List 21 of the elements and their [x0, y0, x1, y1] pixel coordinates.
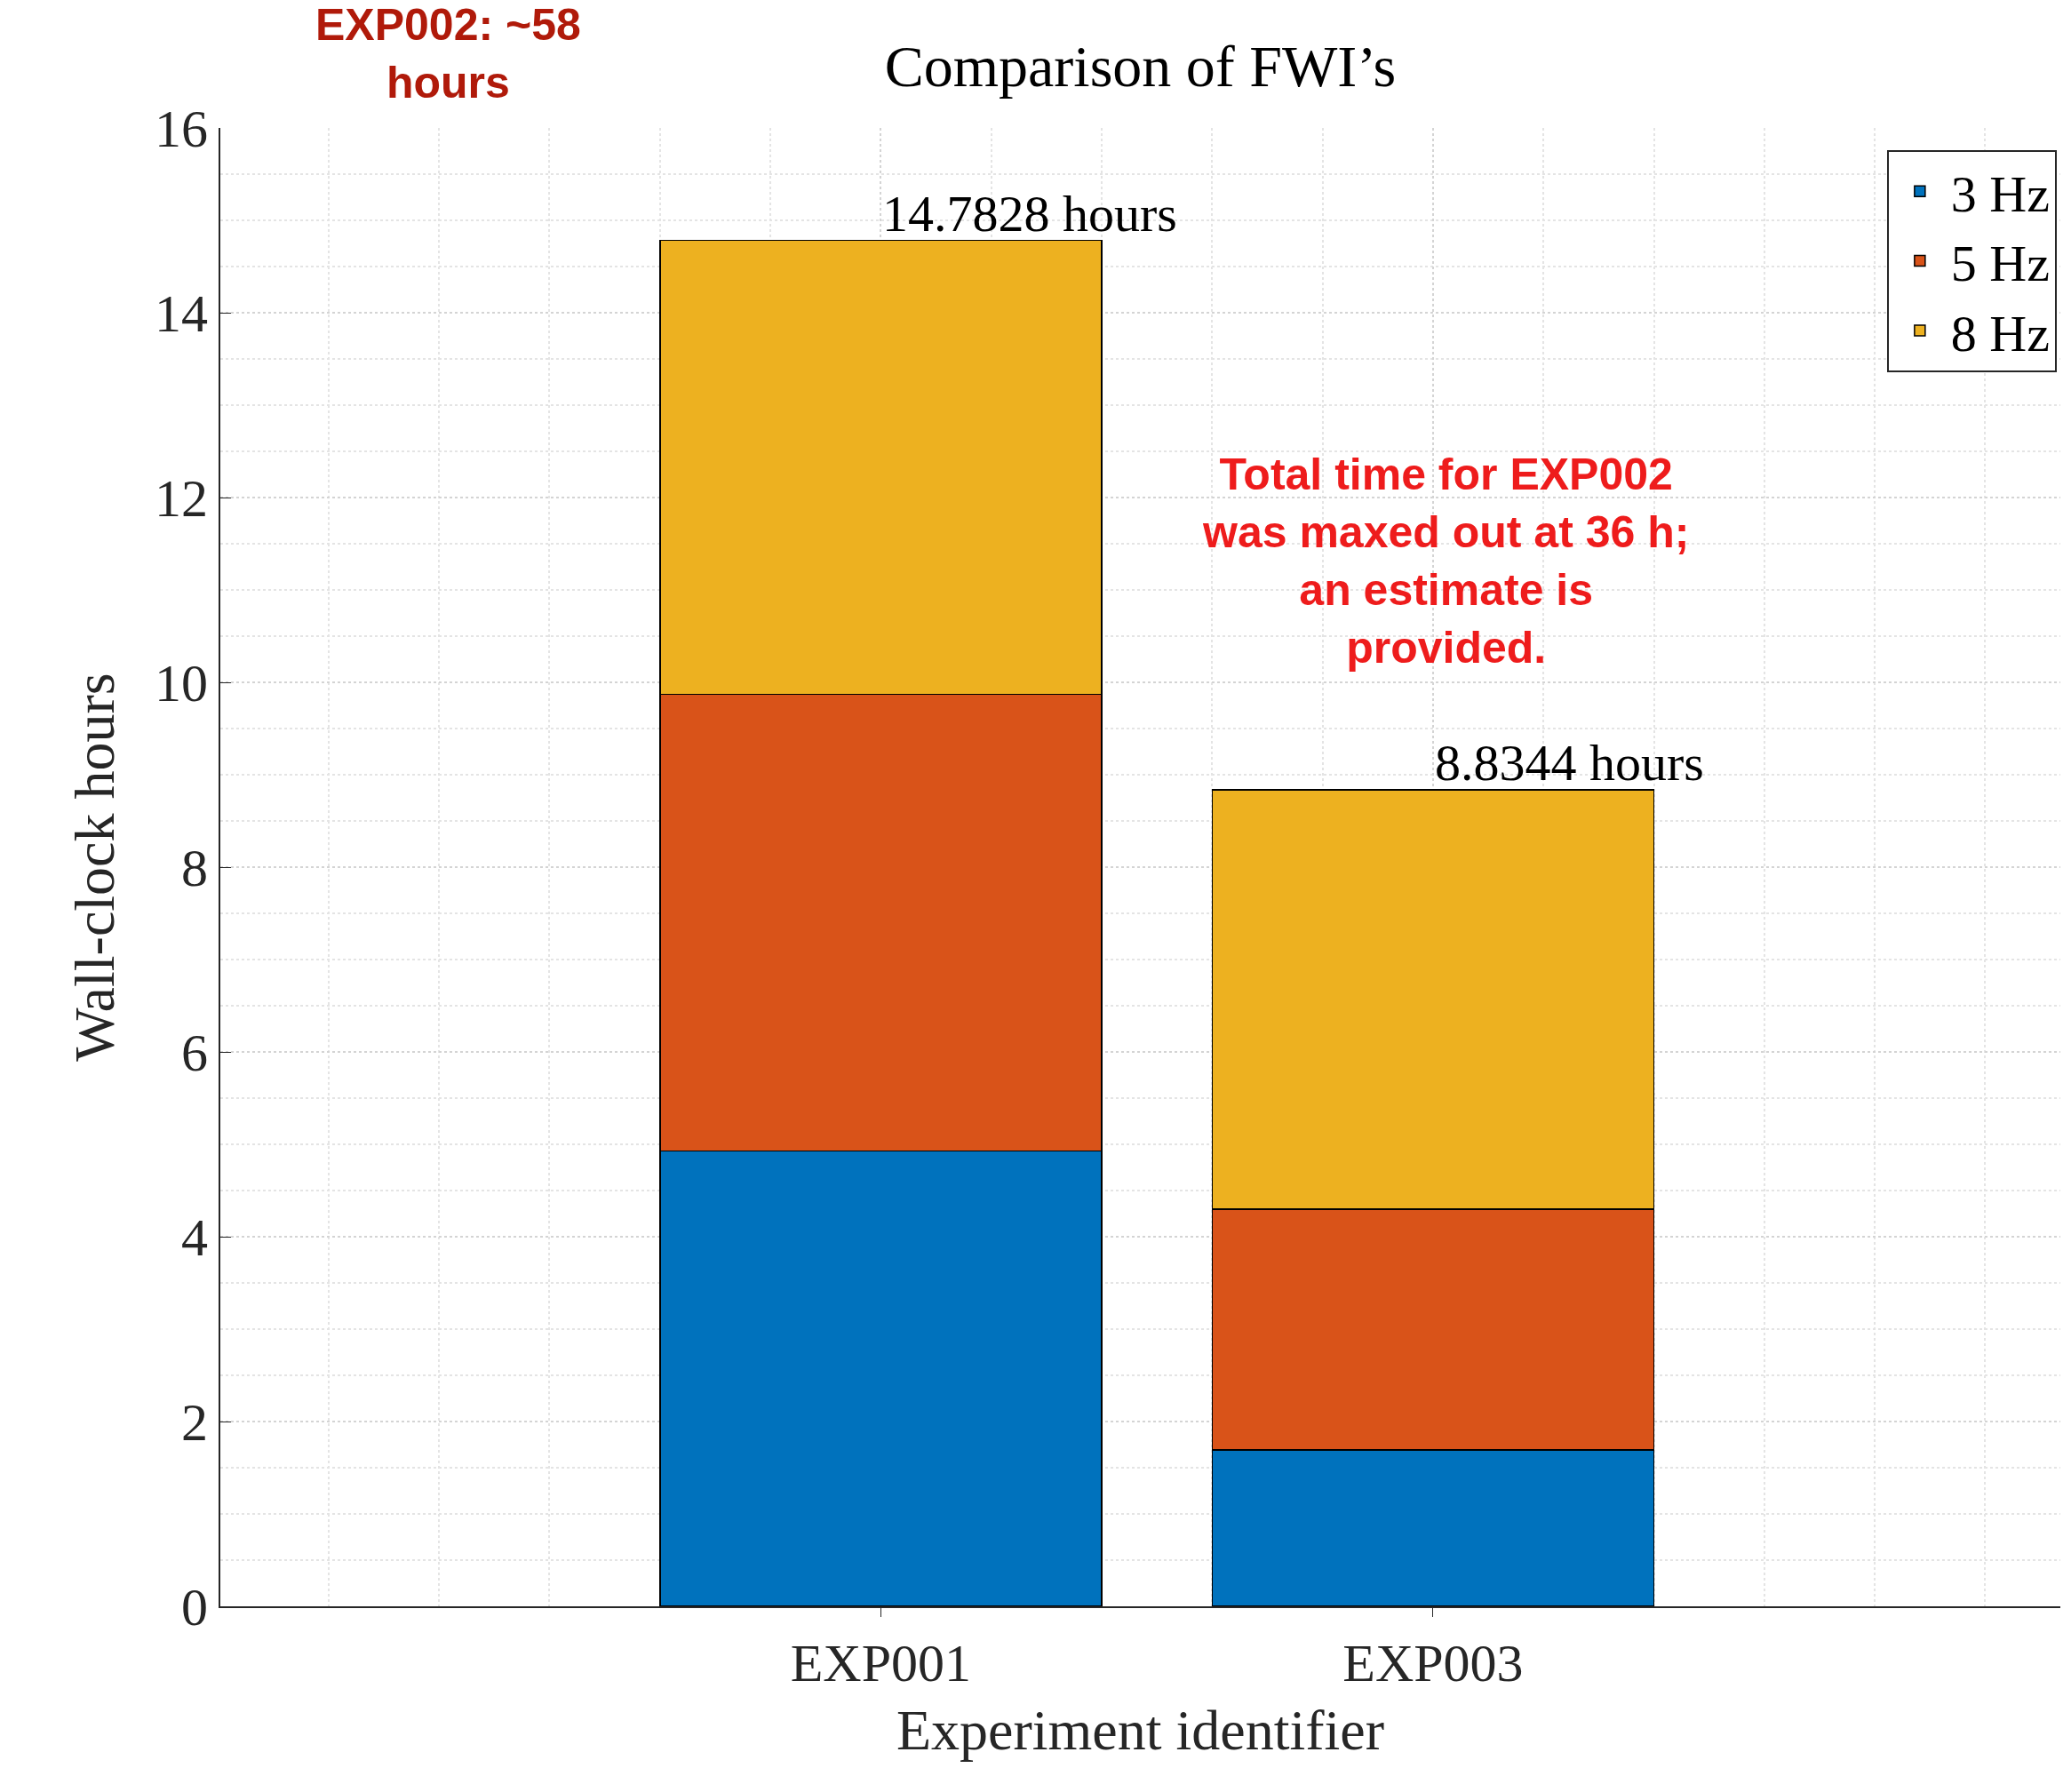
x-tick-label: EXP003	[1342, 1634, 1524, 1692]
y-axis-title: Wall-clock hours	[62, 673, 126, 1062]
x-axis-title: Experiment identifier	[896, 1698, 1385, 1762]
y-tick-label: 10	[155, 654, 208, 713]
y-tick-label: 16	[155, 100, 208, 158]
x-tick-label: EXP001	[790, 1634, 972, 1692]
y-tick-label: 8	[181, 839, 208, 897]
chart-title: Comparison of FWI’s	[884, 33, 1397, 99]
y-tick-label: 12	[155, 469, 208, 528]
y-tick-label: 4	[181, 1208, 208, 1267]
legend-label: 3 Hz	[1950, 164, 2050, 223]
annotation: Total time for EXP002 was maxed out at 36 h; an estimate is provided.	[1202, 450, 1690, 673]
legend-label: 5 Hz	[1950, 235, 2050, 293]
total-label: 8.8344 hours	[1435, 734, 1704, 792]
legend-label: 8 Hz	[1950, 304, 2050, 362]
y-tick-label: 6	[181, 1023, 208, 1082]
y-tick-label: 2	[181, 1393, 208, 1452]
text: EXP002: ~58 hours	[315, 0, 581, 108]
y-tick-label: 14	[155, 284, 208, 343]
y-tick-label: 0	[181, 1578, 208, 1637]
total-label: 14.7828 hours	[882, 185, 1177, 243]
